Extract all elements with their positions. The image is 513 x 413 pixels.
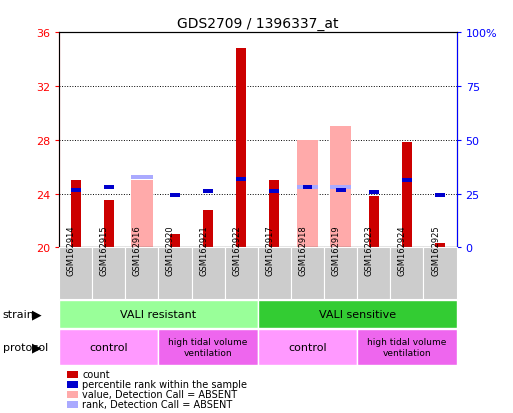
Text: GSM162915: GSM162915 [100, 225, 109, 275]
Bar [131, 176, 152, 180]
Bar [357, 329, 457, 366]
Bar [125, 248, 159, 299]
Bar [291, 248, 324, 299]
Bar [435, 193, 445, 197]
Bar [236, 49, 246, 248]
Bar [390, 248, 423, 299]
Bar [258, 248, 291, 299]
Text: GSM162919: GSM162919 [331, 225, 341, 275]
Text: protocol: protocol [3, 342, 48, 352]
Bar [258, 300, 457, 328]
Bar [297, 185, 318, 190]
Bar [159, 248, 191, 299]
Bar [59, 248, 92, 299]
Bar [423, 248, 457, 299]
Bar [357, 248, 390, 299]
Bar [369, 197, 379, 248]
Text: ▶: ▶ [32, 308, 42, 321]
Bar [104, 201, 114, 248]
Text: GSM162924: GSM162924 [398, 225, 407, 275]
Title: GDS2709 / 1396337_at: GDS2709 / 1396337_at [177, 17, 339, 31]
Bar [336, 188, 346, 192]
Text: GSM162925: GSM162925 [431, 225, 440, 275]
Bar [297, 140, 318, 248]
Bar [369, 191, 379, 195]
Text: percentile rank within the sample: percentile rank within the sample [82, 380, 247, 389]
Bar [402, 179, 412, 183]
Text: VALI resistant: VALI resistant [121, 309, 196, 319]
Bar [71, 181, 81, 248]
Bar [402, 143, 412, 248]
Bar [303, 185, 312, 190]
Text: GSM162918: GSM162918 [299, 225, 307, 276]
Bar [159, 329, 258, 366]
Text: GSM162922: GSM162922 [232, 225, 241, 275]
Bar [225, 248, 258, 299]
Bar [92, 248, 125, 299]
Bar [131, 181, 152, 248]
Bar [435, 244, 445, 248]
Text: GSM162921: GSM162921 [199, 225, 208, 275]
Bar [170, 193, 180, 197]
Text: strain: strain [3, 309, 34, 319]
Text: VALI sensitive: VALI sensitive [319, 309, 396, 319]
Text: control: control [89, 342, 128, 352]
Text: control: control [288, 342, 327, 352]
Bar [258, 329, 357, 366]
Bar [104, 185, 114, 190]
Bar [203, 190, 213, 193]
Text: high tidal volume
ventilation: high tidal volume ventilation [168, 338, 248, 357]
Bar [269, 181, 279, 248]
Bar [330, 127, 351, 248]
Bar [71, 188, 81, 192]
Bar [330, 185, 351, 190]
Text: GSM162923: GSM162923 [365, 225, 374, 276]
Text: rank, Detection Call = ABSENT: rank, Detection Call = ABSENT [82, 399, 232, 409]
Bar [236, 177, 246, 181]
Bar [170, 235, 180, 248]
Text: high tidal volume
ventilation: high tidal volume ventilation [367, 338, 446, 357]
Text: GSM162917: GSM162917 [265, 225, 274, 276]
Text: GSM162914: GSM162914 [67, 225, 75, 275]
Bar [269, 190, 279, 193]
Text: count: count [82, 370, 110, 380]
Text: GSM162920: GSM162920 [166, 225, 175, 275]
Text: ▶: ▶ [32, 341, 42, 354]
Bar [191, 248, 225, 299]
Text: GSM162916: GSM162916 [133, 225, 142, 276]
Bar [59, 300, 258, 328]
Bar [324, 248, 357, 299]
Bar [203, 210, 213, 248]
Text: value, Detection Call = ABSENT: value, Detection Call = ABSENT [82, 389, 237, 399]
Bar [59, 329, 159, 366]
